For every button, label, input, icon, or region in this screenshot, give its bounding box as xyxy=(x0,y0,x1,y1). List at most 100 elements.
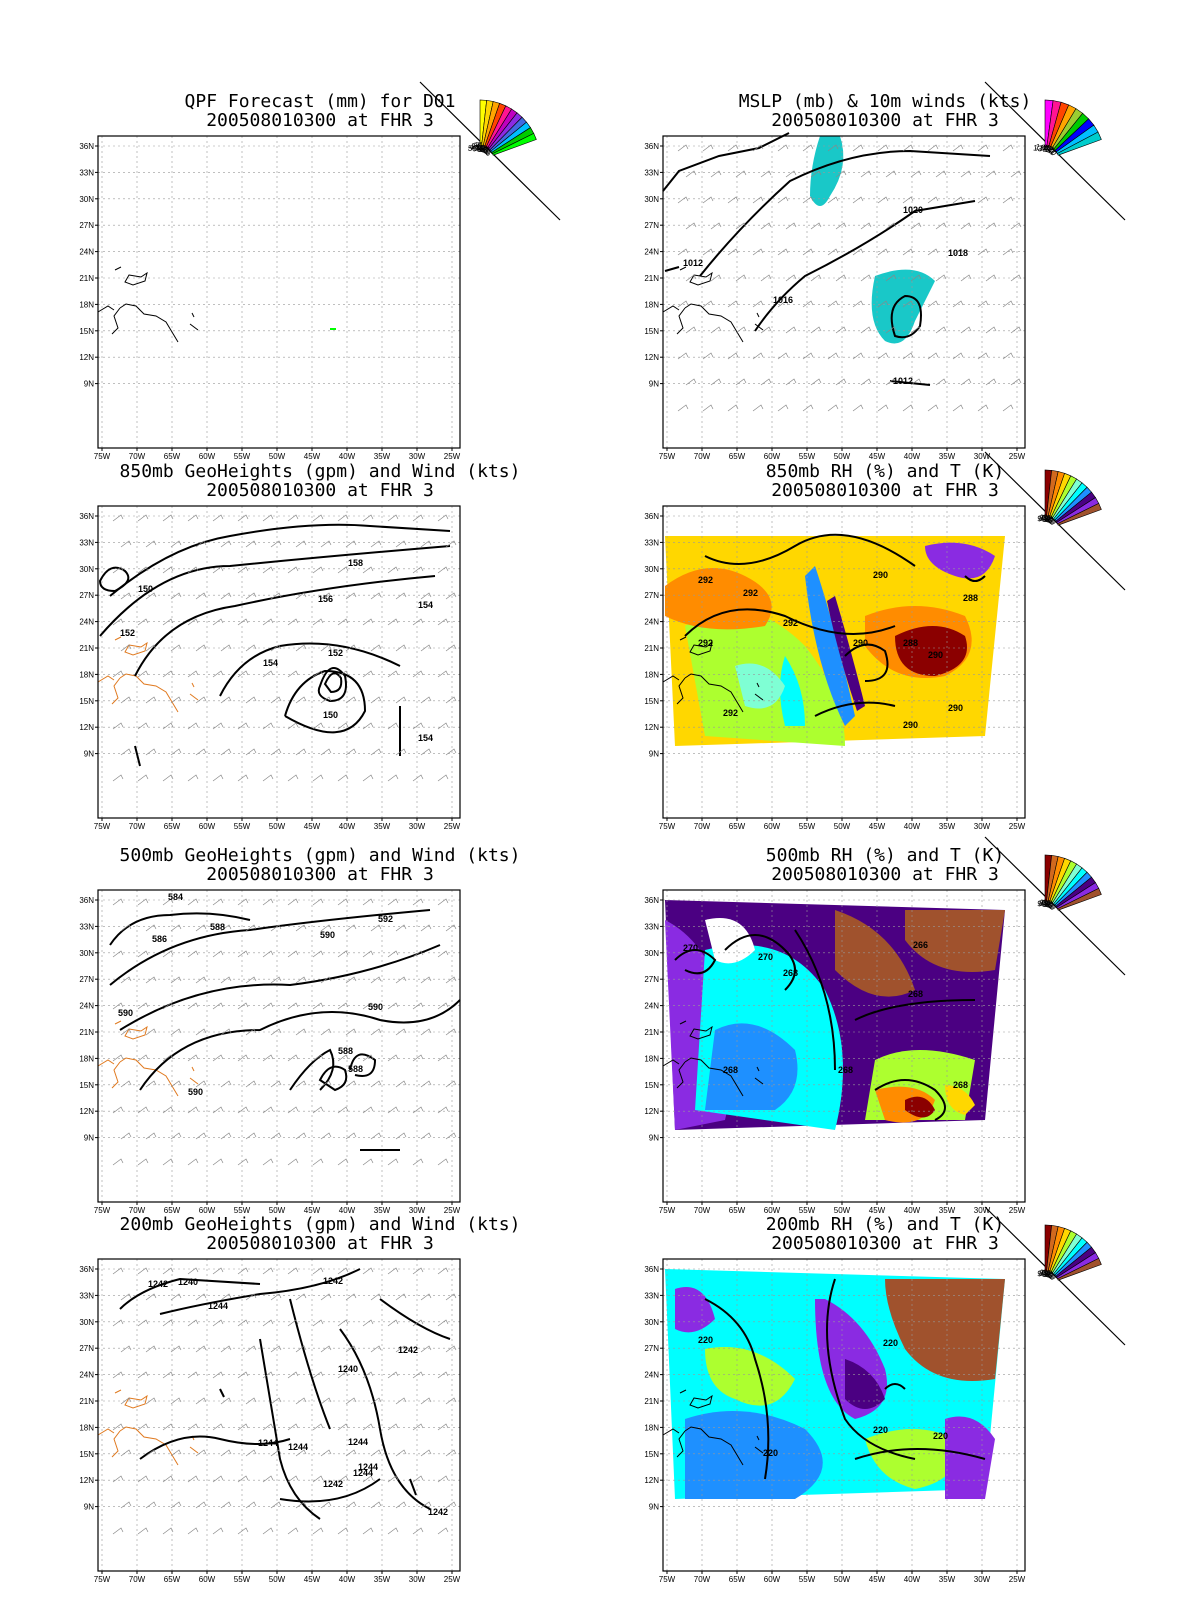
contour-label: 290 xyxy=(928,650,943,660)
contour-label: 1240 xyxy=(178,1277,198,1287)
contour-label: 220 xyxy=(883,1338,898,1348)
contour-label: 156 xyxy=(318,594,333,604)
contour-lines xyxy=(684,533,986,717)
map-500-heights: 584 588 586 590 592 590 590 588 588 590 36N 33N 30N… xyxy=(79,889,461,1215)
contour-label: 154 xyxy=(418,733,433,743)
gridlines xyxy=(98,506,460,818)
rh-fill-area xyxy=(675,1287,715,1333)
lat-tick-label: 24N xyxy=(644,1371,659,1380)
lat-tick-label: 15N xyxy=(79,1081,94,1090)
lon-tick-label: 30W xyxy=(974,1575,991,1584)
legend-label: 70 xyxy=(1039,898,1051,910)
lon-tick-label: 70W xyxy=(129,822,146,831)
contour-label: 292 xyxy=(743,588,758,598)
lat-tick-label: 21N xyxy=(644,1397,659,1406)
gridlines xyxy=(663,1259,1025,1571)
legend-diagonal xyxy=(984,836,1126,976)
lat-tick-label: 36N xyxy=(79,142,94,151)
contour-label: 268 xyxy=(783,968,798,978)
contour-label: 220 xyxy=(873,1425,888,1435)
legend-label: 80 xyxy=(1038,1268,1049,1279)
lat-tick-label: 21N xyxy=(79,1397,94,1406)
lon-tick-label: 70W xyxy=(129,452,146,461)
map-frame xyxy=(662,135,1026,449)
lon-tick-label: 50W xyxy=(834,452,851,461)
contour-label: 290 xyxy=(853,638,868,648)
lat-tick-label: 27N xyxy=(79,975,94,984)
lon-tick-label: 40W xyxy=(904,452,921,461)
contour-label: 158 xyxy=(348,558,363,568)
lat-tick-label: 9N xyxy=(84,750,94,759)
contour-label: 150 xyxy=(138,584,153,594)
lat-tick-label: 15N xyxy=(644,1081,659,1090)
wind-fill-area xyxy=(810,136,844,206)
contour-label: 1020 xyxy=(903,205,923,215)
lat-tick-label: 36N xyxy=(79,512,94,521)
lon-tick-label: 75W xyxy=(94,1206,111,1215)
lat-tick-label: 21N xyxy=(79,274,94,283)
lat-tick-label: 24N xyxy=(644,248,659,257)
lat-tick-label: 12N xyxy=(79,353,94,362)
lat-tick-label: 9N xyxy=(84,380,94,389)
contour-label: 588 xyxy=(338,1046,353,1056)
lon-tick-label: 35W xyxy=(939,1575,956,1584)
lat-tick-label: 24N xyxy=(644,1002,659,1011)
lat-tick-label: 15N xyxy=(644,327,659,336)
lon-tick-label: 65W xyxy=(729,1206,746,1215)
contour-label: 268 xyxy=(838,1065,853,1075)
panel-500-rh: 500mb RH (%) and T (K) 200508010300 at F… xyxy=(644,846,1125,1215)
contour-label: 590 xyxy=(368,1002,383,1012)
legend-label: 80 xyxy=(1038,898,1049,909)
map-frame xyxy=(97,135,461,449)
gridlines xyxy=(663,136,1025,448)
lat-tick-label: 18N xyxy=(79,1054,94,1063)
lon-tick-label: 40W xyxy=(904,822,921,831)
lon-tick-label: 45W xyxy=(869,1206,886,1215)
gridlines xyxy=(98,136,460,448)
lon-tick-label: 65W xyxy=(164,822,181,831)
panel-mslp: MSLP (mb) & 10m winds (kts) 200508010300… xyxy=(644,92,1125,461)
panel-subtitle: 200508010300 at FHR 3 xyxy=(206,1233,434,1254)
rh-fill-area xyxy=(945,1085,975,1115)
contour-label: 1244 xyxy=(358,1462,378,1472)
contour-label: 1240 xyxy=(338,1364,358,1374)
lat-tick-label: 15N xyxy=(79,327,94,336)
rh-fill-area xyxy=(835,910,915,997)
rh-fill-area xyxy=(705,1347,795,1406)
legend-label: 400 xyxy=(468,142,484,154)
contour-label: 1244 xyxy=(353,1468,373,1478)
contour-label: 150 xyxy=(323,710,338,720)
lon-tick-label: 45W xyxy=(304,452,321,461)
legend-label: 70 xyxy=(1039,1268,1051,1280)
lat-tick-label: 33N xyxy=(79,538,94,547)
lon-tick-label: 65W xyxy=(729,452,746,461)
contour-lines xyxy=(662,132,1022,412)
panel-subtitle: 200508010300 at FHR 3 xyxy=(206,110,434,131)
legend-label: 137 xyxy=(1033,143,1048,154)
lon-tick-label: 30W xyxy=(409,452,426,461)
contour-label: 268 xyxy=(723,1065,738,1075)
contour-label: 588 xyxy=(348,1064,363,1074)
lon-tick-label: 35W xyxy=(374,1206,391,1215)
contour-label: 590 xyxy=(118,1008,133,1018)
map-frame xyxy=(97,505,461,819)
lat-tick-label: 9N xyxy=(649,380,659,389)
contour-label: 592 xyxy=(378,914,393,924)
lon-tick-label: 30W xyxy=(974,1206,991,1215)
lon-tick-label: 55W xyxy=(799,452,816,461)
lon-tick-label: 60W xyxy=(199,822,216,831)
lon-tick-label: 25W xyxy=(444,822,461,831)
lon-tick-label: 30W xyxy=(409,1206,426,1215)
lon-tick-label: 65W xyxy=(164,1206,181,1215)
lon-tick-label: 40W xyxy=(339,1575,356,1584)
gridlines xyxy=(663,890,1025,1202)
lat-tick-label: 33N xyxy=(644,922,659,931)
map-frame xyxy=(662,505,1026,819)
lon-tick-label: 25W xyxy=(1009,1206,1026,1215)
lon-tick-label: 35W xyxy=(939,452,956,461)
lat-tick-label: 21N xyxy=(644,644,659,653)
lat-tick-label: 33N xyxy=(79,1291,94,1300)
lon-tick-label: 25W xyxy=(1009,1575,1026,1584)
lon-tick-label: 70W xyxy=(694,1575,711,1584)
